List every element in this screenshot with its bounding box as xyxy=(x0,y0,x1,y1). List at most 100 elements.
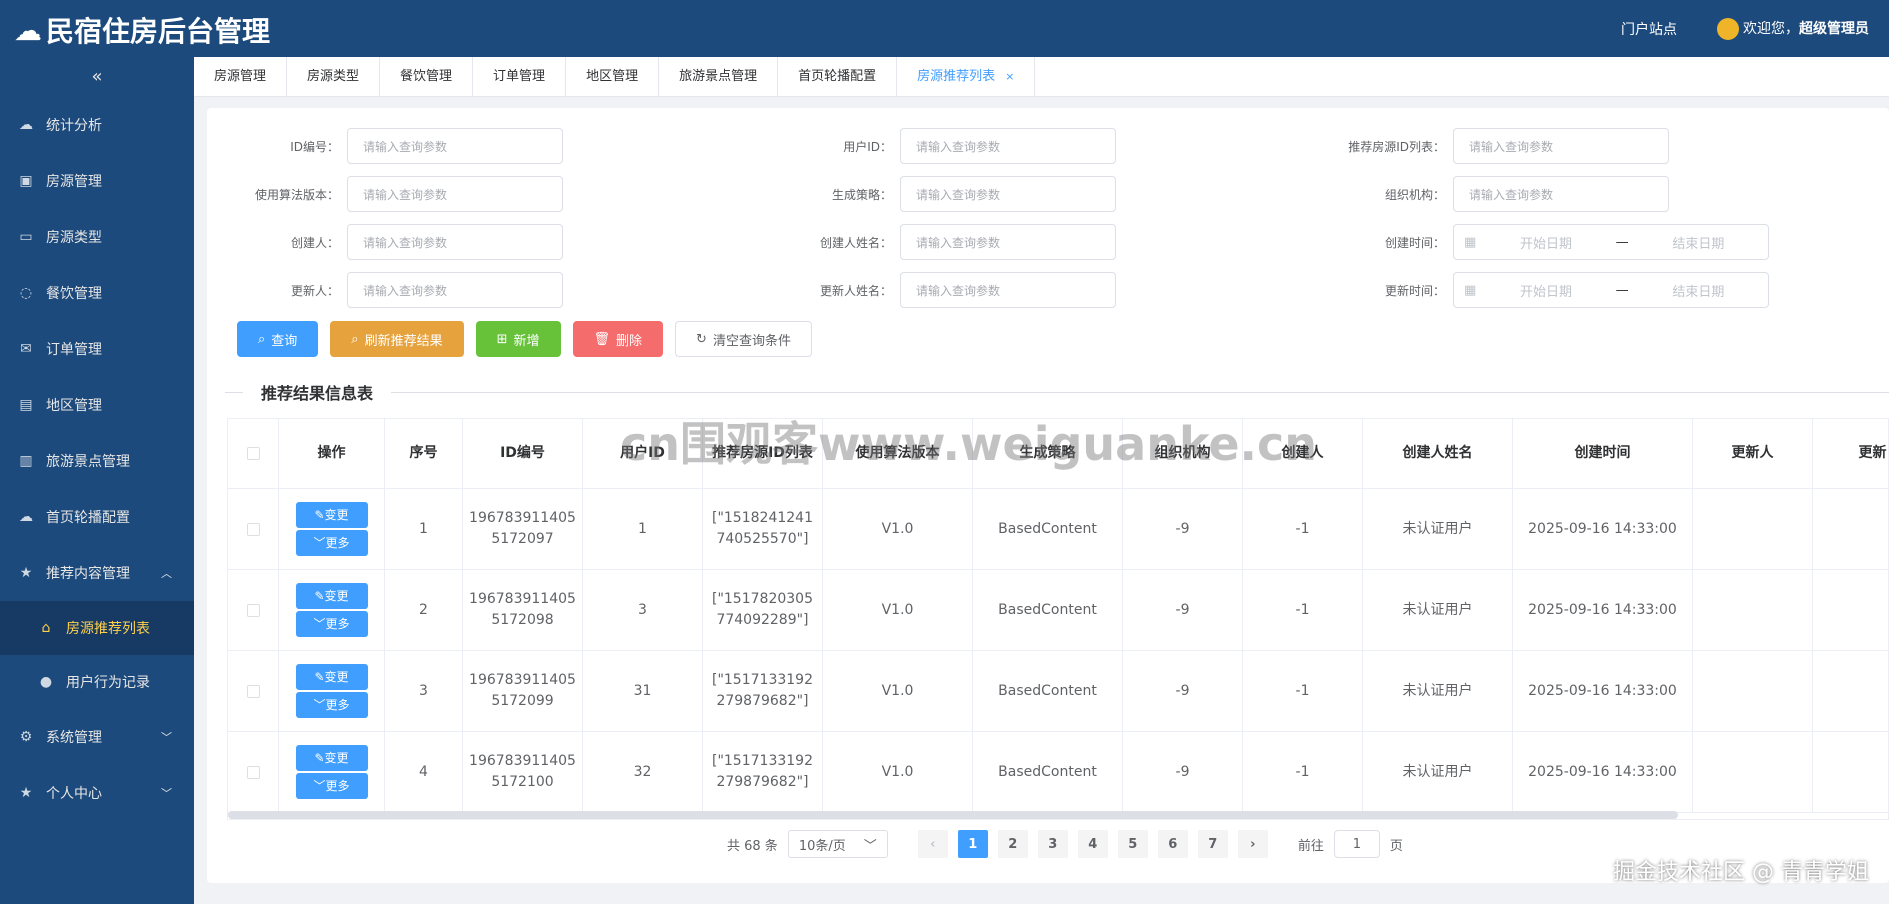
table-cell: -9 xyxy=(1123,489,1243,569)
page-button[interactable]: 5 xyxy=(1117,830,1148,858)
collapse-sidebar-button[interactable]: « xyxy=(91,66,103,87)
section-header: 推荐结果信息表 xyxy=(225,380,1889,404)
table-cell: -9 xyxy=(1123,732,1243,812)
more-button[interactable]: ﹀ 更多 xyxy=(295,773,368,799)
query-input[interactable]: 请输入查询参数 xyxy=(900,272,1116,308)
page-button[interactable]: 4 xyxy=(1077,830,1108,858)
sidebar-item-7[interactable]: ☁ 首页轮播配置 xyxy=(19,509,130,526)
row-checkbox[interactable] xyxy=(246,603,260,617)
table-cell: 未认证用户 xyxy=(1363,570,1513,650)
column-header: 更新 xyxy=(1813,419,1888,488)
main-card: ID编号： 请输入查询参数 用户ID： 请输入查询参数 推荐房源ID列表： 请输入查询参数… xyxy=(207,108,1889,883)
prev-page-button[interactable]: ‹ xyxy=(917,830,948,858)
select-all-checkbox[interactable] xyxy=(246,447,260,460)
sidebar-item-1[interactable]: ▣ 房源管理 xyxy=(19,173,102,190)
page-button[interactable]: 6 xyxy=(1157,830,1188,858)
sidebar-item-2[interactable]: ▭ 房源类型 xyxy=(19,229,102,246)
horizontal-scrollbar[interactable] xyxy=(228,811,1678,819)
sidebar-item-8[interactable]: ★ 推荐内容管理 ︿ xyxy=(19,565,172,582)
next-page-button[interactable]: › xyxy=(1237,830,1268,858)
table-header: 操作 序号 ID编号 用户ID 推荐房源ID列表 使用算法版本 生成策略 组织机构 创建人 创建人… xyxy=(228,419,1888,489)
portal-link[interactable]: 门户站点 xyxy=(1621,22,1677,38)
app-logo: ☁ 民宿住房后台管理 xyxy=(14,13,271,49)
sidebar-item-9[interactable]: ⌂ 房源推荐列表 xyxy=(0,601,194,655)
row-checkbox[interactable] xyxy=(246,765,260,779)
close-icon[interactable]: × xyxy=(1005,70,1015,83)
column-header: 创建人 xyxy=(1243,419,1363,488)
user-menu[interactable]: 欢迎您，超级管理员 xyxy=(1717,18,1889,40)
column-header: ID编号 xyxy=(463,419,583,488)
row-checkbox[interactable] xyxy=(246,684,260,698)
button-0[interactable]: ⌕ 查询 xyxy=(237,321,319,357)
query-input[interactable]: 请输入查询参数 xyxy=(347,128,563,164)
edit-button[interactable]: ✎ 变更 xyxy=(295,664,368,690)
button-4[interactable]: ↻ 清空查询条件 xyxy=(675,321,812,357)
tab-3[interactable]: 订单管理 xyxy=(473,57,567,96)
table-row: ✎ 变更 ﹀ 更多 4 1967839114055172100 32 ["15171331… xyxy=(228,732,1888,813)
table-cell: 未认证用户 xyxy=(1363,489,1513,569)
table-cell: -9 xyxy=(1123,570,1243,650)
table-cell: 2025-09-16 14:33:00 xyxy=(1513,489,1693,569)
tab-0[interactable]: 房源管理 xyxy=(194,57,288,96)
page-size-select[interactable]: 10条/页 ﹀ xyxy=(787,830,888,858)
page-button[interactable]: 7 xyxy=(1197,830,1228,858)
tab-4[interactable]: 地区管理 xyxy=(566,57,660,96)
table-cell xyxy=(1693,570,1813,650)
more-button[interactable]: ﹀ 更多 xyxy=(295,692,368,718)
table-cell xyxy=(1813,489,1888,569)
goto-page-input[interactable] xyxy=(1333,830,1380,858)
query-input[interactable]: 请输入查询参数 xyxy=(347,272,563,308)
star-icon: ★ xyxy=(19,785,33,801)
query-input[interactable]: 请输入查询参数 xyxy=(347,176,563,212)
sidebar-item-6[interactable]: ▥ 旅游景点管理 xyxy=(19,453,130,470)
column-header: 使用算法版本 xyxy=(823,419,973,488)
edit-button[interactable]: ✎ 变更 xyxy=(295,502,368,528)
date-range-picker[interactable]: ▦ 开始日期 — 结束日期 xyxy=(1453,272,1769,308)
chevron-up-icon: ︿ xyxy=(161,567,172,580)
tab-2[interactable]: 餐饮管理 xyxy=(380,57,474,96)
query-input[interactable]: 请输入查询参数 xyxy=(1453,176,1669,212)
sidebar-item-11[interactable]: ⚙ 系统管理 ﹀ xyxy=(19,729,172,746)
query-input[interactable]: 请输入查询参数 xyxy=(900,224,1116,260)
tab-7[interactable]: 房源推荐列表 × xyxy=(897,57,1036,96)
sidebar-item-5[interactable]: ▤ 地区管理 xyxy=(19,397,102,414)
query-input[interactable]: 请输入查询参数 xyxy=(1453,128,1669,164)
refresh-icon: ↻ xyxy=(696,331,707,347)
avatar xyxy=(1717,18,1739,40)
page-button[interactable]: 1 xyxy=(957,830,988,858)
tab-5[interactable]: 旅游景点管理 xyxy=(659,57,779,96)
query-input[interactable]: 请输入查询参数 xyxy=(347,224,563,260)
edit-button[interactable]: ✎ 变更 xyxy=(295,583,368,609)
sidebar-item-3[interactable]: ◌ 餐饮管理 xyxy=(19,285,102,302)
sidebar-item-12[interactable]: ★ 个人中心 ﹀ xyxy=(19,785,172,802)
edit-button[interactable]: ✎ 变更 xyxy=(295,745,368,771)
tab-1[interactable]: 房源类型 xyxy=(287,57,381,96)
table-cell: -1 xyxy=(1243,732,1363,812)
table-cell: V1.0 xyxy=(823,651,973,731)
more-button[interactable]: ﹀ 更多 xyxy=(295,530,368,556)
query-input[interactable]: 请输入查询参数 xyxy=(900,176,1116,212)
date-range-picker[interactable]: ▦ 开始日期 — 结束日期 xyxy=(1453,224,1769,260)
row-checkbox[interactable] xyxy=(246,522,260,536)
page-button[interactable]: 2 xyxy=(997,830,1028,858)
button-3[interactable]: 🗑 删除 xyxy=(572,321,664,357)
table-cell: -1 xyxy=(1243,570,1363,650)
table-cell: 1967839114055172098 xyxy=(463,570,583,650)
query-input-placeholder: 请输入查询参数 xyxy=(916,283,1001,298)
table-cell: BasedContent xyxy=(973,489,1123,569)
page-button[interactable]: 3 xyxy=(1037,830,1068,858)
table-cell xyxy=(1813,651,1888,731)
button-1[interactable]: ⌕ 刷新推荐结果 xyxy=(330,321,464,357)
tab-6[interactable]: 首页轮播配置 xyxy=(778,57,898,96)
query-input[interactable]: 请输入查询参数 xyxy=(900,128,1116,164)
document-icon: ▤ xyxy=(19,397,33,413)
star-icon: ★ xyxy=(19,565,33,581)
sidebar-item-4[interactable]: ✉ 订单管理 xyxy=(0,321,194,377)
sidebar-item-10[interactable]: ● 用户行为记录 xyxy=(39,674,150,691)
chat-icon: ◌ xyxy=(19,285,33,301)
table-cell: 3 xyxy=(385,651,463,731)
sidebar-item-0[interactable]: ☁ 统计分析 xyxy=(19,117,102,134)
more-button[interactable]: ﹀ 更多 xyxy=(295,611,368,637)
table-cell: 2025-09-16 14:33:00 xyxy=(1513,570,1693,650)
button-2[interactable]: ⊞ 新增 xyxy=(475,321,561,357)
